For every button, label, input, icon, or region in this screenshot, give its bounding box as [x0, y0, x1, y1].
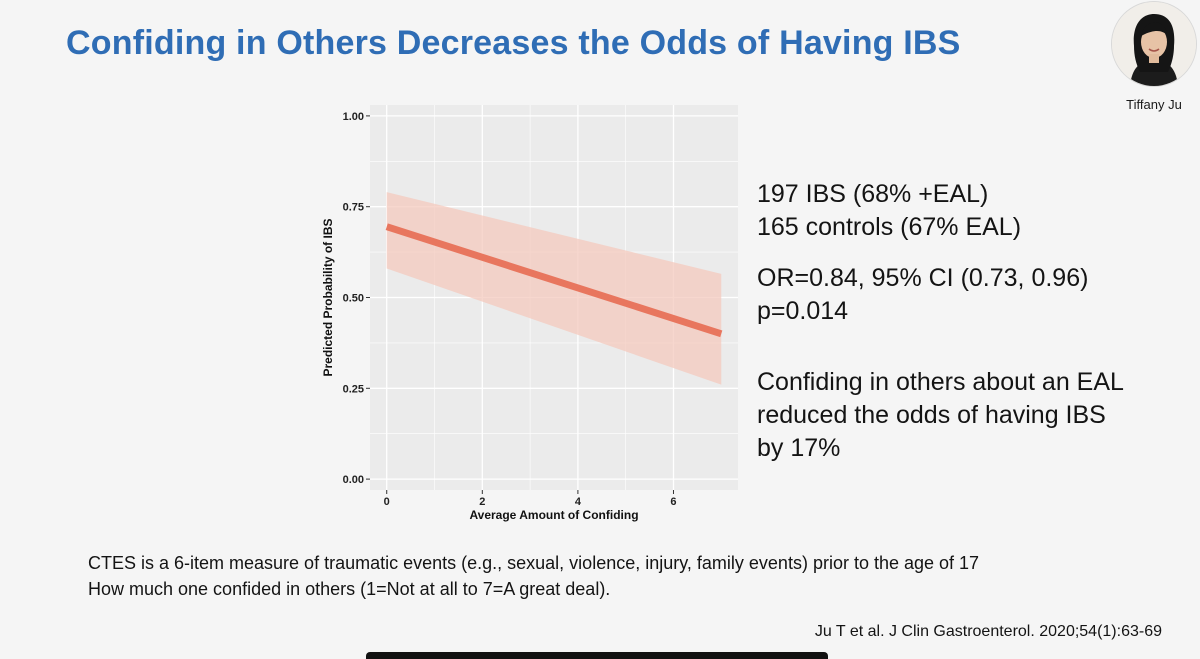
- x-tick-label: 2: [479, 496, 485, 508]
- note-confiding-scale: How much one confided in others (1=Not a…: [88, 579, 611, 599]
- chart: 0.00 0.25 0.50 0.75 1.00 0 2 4 6 Average Amount o…: [318, 100, 748, 530]
- stats-p-value: p=0.014: [757, 297, 849, 325]
- presenter-avatar: [1112, 2, 1196, 86]
- person-icon: [1112, 2, 1196, 86]
- method-notes: CTES is a 6-item measure of traumatic ev…: [88, 550, 979, 602]
- y-tick-label: 0.50: [343, 293, 364, 305]
- presenter-name: Tiffany Ju: [1126, 97, 1182, 112]
- x-axis-title: Average Amount of Confiding: [469, 508, 638, 522]
- fit-line: [385, 223, 723, 338]
- presenter-video[interactable]: Tiffany Ju: [1108, 0, 1200, 115]
- y-axis-title: Predicted Probability of IBS: [321, 218, 335, 376]
- x-tick-label: 0: [384, 496, 390, 508]
- stats-odds-ratio: OR=0.84, 95% CI (0.73, 0.96): [757, 264, 1089, 292]
- video-control-bar[interactable]: [366, 652, 828, 659]
- slide-title: Confiding in Others Decreases the Odds o…: [66, 24, 961, 62]
- note-ctes: CTES is a 6-item measure of traumatic ev…: [88, 553, 980, 573]
- stats-panel: 197 IBS (68% +EAL) 165 controls (67% EAL…: [757, 178, 1124, 465]
- stats-conclusion-line3: by 17%: [757, 434, 841, 462]
- y-tick-label: 0.00: [343, 474, 364, 486]
- x-tick-label: 6: [670, 496, 676, 508]
- confidence-band: [386, 192, 722, 385]
- y-tick-label: 0.25: [343, 383, 364, 395]
- x-tick-label: 4: [575, 496, 582, 508]
- y-tick-label: 0.75: [343, 202, 364, 214]
- stats-control-count: 165 controls (67% EAL): [757, 213, 1022, 241]
- stats-ibs-count: 197 IBS (68% +EAL): [757, 180, 989, 208]
- chart-svg: 0.00 0.25 0.50 0.75 1.00 0 2 4 6 Average Amount o…: [321, 105, 738, 522]
- stats-conclusion-line2: reduced the odds of having IBS: [757, 401, 1106, 429]
- y-tick-label: 1.00: [343, 111, 364, 123]
- stats-conclusion-line1: Confiding in others about an EAL: [757, 368, 1124, 396]
- citation: Ju T et al. J Clin Gastroenterol. 2020;5…: [814, 623, 1162, 640]
